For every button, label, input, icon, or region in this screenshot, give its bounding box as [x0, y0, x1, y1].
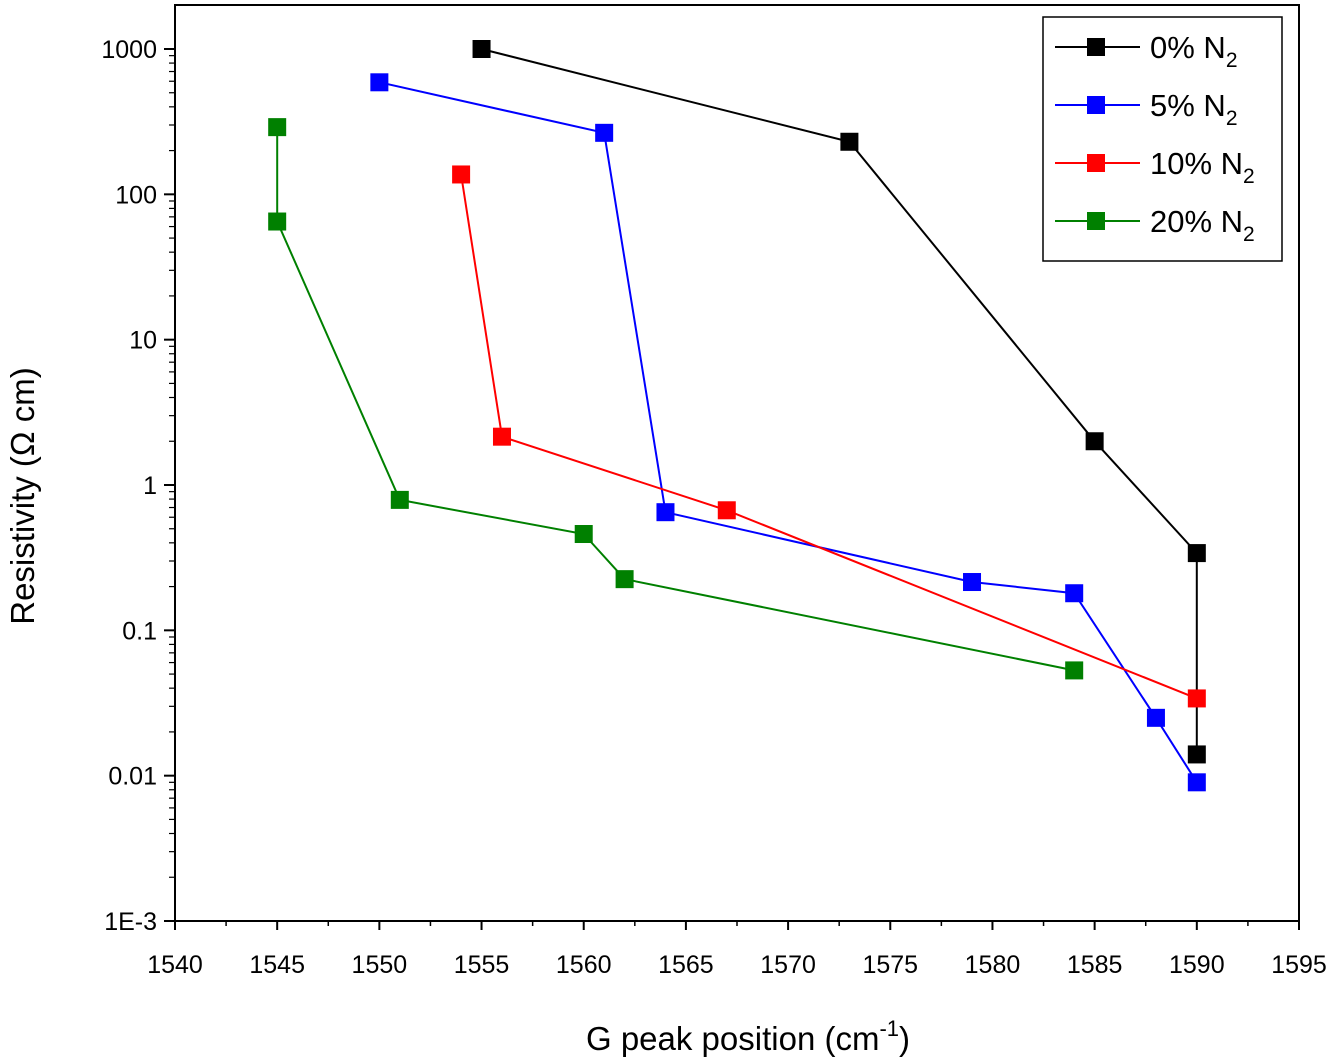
data-point	[268, 118, 287, 137]
legend-label: 0% N2	[1150, 30, 1238, 72]
x-tick-label: 1565	[658, 951, 714, 979]
data-point	[595, 123, 614, 142]
data-point	[1065, 584, 1084, 603]
y-tick-label: 0.1	[122, 617, 157, 645]
data-point	[1187, 773, 1206, 792]
legend-entry: 0% N2	[1055, 30, 1238, 72]
data-point	[840, 132, 859, 151]
x-tick-label: 1570	[760, 951, 816, 979]
y-tick-label: 10	[129, 327, 157, 355]
x-tick-label: 1585	[1067, 951, 1123, 979]
x-tick-label: 1545	[249, 951, 305, 979]
data-point	[268, 212, 287, 231]
series-1	[370, 73, 1206, 792]
legend-marker	[1087, 38, 1105, 56]
series-3	[268, 118, 1084, 680]
legend-label-main: 10% N	[1150, 146, 1243, 181]
y-tick-label: 0.01	[108, 763, 157, 791]
data-point	[963, 573, 982, 592]
data-point	[717, 501, 736, 520]
legend-marker	[1087, 212, 1105, 230]
x-axis-title-main: G peak position (cm	[586, 1020, 879, 1057]
series-2	[452, 165, 1206, 708]
x-tick-label: 1550	[352, 951, 408, 979]
legend-entry: 20% N2	[1055, 204, 1255, 246]
legend-box	[1042, 16, 1283, 262]
data-point	[452, 165, 471, 184]
x-axis: 1540 1545 1550 1555 1560 1565 1570 1575 1580 1585…	[147, 921, 1327, 979]
data-point	[1146, 708, 1165, 727]
legend-label-subscript: 2	[1226, 49, 1238, 72]
legend-label: 5% N2	[1150, 88, 1238, 130]
legend-label: 20% N2	[1150, 204, 1255, 246]
x-tick-label: 1540	[147, 951, 203, 979]
series-0	[472, 40, 1206, 764]
y-axis: 1E-3 0.01 0.1 1 10 100 1000	[101, 36, 175, 936]
legend-label: 10% N2	[1150, 146, 1255, 188]
data-point	[1065, 661, 1084, 680]
y-tick-label: 100	[115, 181, 157, 209]
legend-marker	[1087, 96, 1105, 114]
legend-entry: 5% N2	[1055, 88, 1238, 130]
data-point	[615, 570, 634, 589]
legend-label-subscript: 2	[1226, 107, 1238, 130]
series-line	[276, 127, 1075, 672]
legend-marker	[1087, 154, 1105, 172]
y-tick-label: 1E-3	[104, 908, 157, 936]
x-tick-label: 1590	[1169, 951, 1225, 979]
legend-label-main: 20% N	[1150, 204, 1243, 239]
data-point	[370, 73, 389, 92]
series-layer	[268, 40, 1206, 792]
y-tick-label: 1	[143, 472, 157, 500]
series-line	[460, 174, 1198, 700]
x-axis-title-tail: )	[899, 1020, 910, 1057]
data-point	[492, 427, 511, 446]
legend-label-main: 0% N	[1150, 30, 1226, 65]
data-point	[574, 525, 593, 544]
data-point	[1187, 689, 1206, 708]
data-point	[472, 40, 491, 58]
y-tick-label: 1000	[101, 36, 157, 64]
legend-label-subscript: 2	[1243, 165, 1255, 188]
data-point	[1187, 544, 1206, 563]
x-axis-title-superscript: -1	[879, 1016, 899, 1041]
data-point	[390, 490, 409, 509]
y-axis-title: Resistivity (Ω cm)	[4, 367, 41, 625]
x-tick-label: 1575	[862, 951, 918, 979]
data-point	[656, 503, 675, 522]
legend-label-main: 5% N	[1150, 88, 1226, 123]
x-tick-label: 1580	[965, 951, 1021, 979]
legend-entry: 10% N2	[1055, 146, 1255, 188]
x-tick-label: 1595	[1271, 951, 1327, 979]
data-point	[1085, 432, 1104, 451]
x-axis-title: G peak position (cm-1)	[586, 1016, 910, 1057]
legend-label-subscript: 2	[1243, 223, 1255, 246]
x-tick-label: 1560	[556, 951, 612, 979]
x-tick-label: 1555	[454, 951, 510, 979]
data-point	[1187, 745, 1206, 764]
